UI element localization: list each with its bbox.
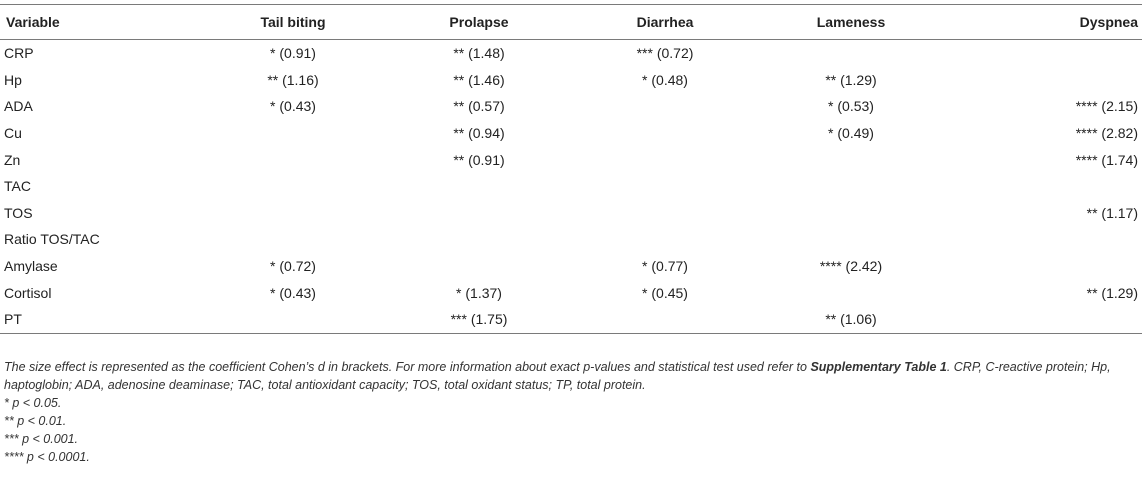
table-cell: **** (1.74) [1075,151,1138,168]
table-cell [944,67,1142,94]
row-label: TAC [4,178,31,195]
table-cell: ** (1.17) [1086,204,1138,221]
table-cell [944,173,1142,200]
table-row: Cortisol * (0.43) * (1.37) * (0.45) ** (1.29… [0,279,1142,306]
row-label: Ratio TOS/TAC [4,231,100,248]
table-cell [572,120,758,147]
row-label: ADA [4,98,33,115]
table-cell [386,200,572,227]
table-cell [572,200,758,227]
table-cell: * (0.48) [642,71,688,88]
row-label: Cortisol [4,284,52,301]
table-cell [758,200,944,227]
table-cell: ** (1.29) [825,71,877,88]
significance-note: **** p < 0.0001. [4,450,90,464]
column-header-tail-biting: Tail biting [200,4,386,40]
table-cell: * (0.72) [270,258,316,275]
column-header-prolapse: Prolapse [386,4,572,40]
table-cell [944,305,1142,334]
footnote-description: The size effect is represented as the co… [4,358,1138,394]
table-cell [758,279,944,306]
table-row: Cu ** (0.94) * (0.49) **** (2.82) [0,120,1142,147]
table-row: TAC [0,173,1142,200]
table-cell [200,173,386,200]
table-cell: **** (2.42) [819,258,883,275]
table-body: CRP * (0.91) ** (1.48) *** (0.72) Hp ** (1.16… [0,40,1142,334]
table-cell: * (0.43) [270,98,316,115]
table-cell [572,93,758,120]
table-cell: **** (2.15) [1075,98,1138,115]
row-label: Hp [4,71,22,88]
table-cell: ** (1.29) [1086,284,1138,301]
table-row: ADA * (0.43) ** (0.57) * (0.53) **** (2.15) [0,93,1142,120]
table-footnotes: The size effect is represented as the co… [4,358,1138,466]
footnote-text-before: The size effect is represented as the co… [4,360,811,374]
row-label: PT [0,305,200,334]
table-cell [200,305,386,334]
table-cell: ** (0.91) [453,151,505,168]
significance-note: * p < 0.05. [4,396,62,410]
table-cell [944,40,1142,67]
table-cell: ** (1.16) [267,71,319,88]
table-cell: * (0.45) [642,284,688,301]
table-cell [386,173,572,200]
table-cell: ** (1.46) [453,71,505,88]
table-header: Variable Tail biting Prolapse Diarrhea Lamen… [0,4,1142,40]
table-row: PT *** (1.75) ** (1.06) [0,305,1142,334]
table-cell: *** (0.72) [636,45,694,62]
table-row: Amylase * (0.72) * (0.77) **** (2.42) [0,253,1142,280]
table-row: Ratio TOS/TAC [0,226,1142,253]
column-header-variable: Variable [0,4,200,40]
row-label: TOS [4,204,33,221]
table-cell [572,173,758,200]
table-cell: ** (0.57) [453,98,505,115]
table-row: TOS ** (1.17) [0,200,1142,227]
table-cell: * (0.43) [270,284,316,301]
table-cell: ** (1.48) [453,45,505,62]
table-cell [200,226,386,253]
table-row: CRP * (0.91) ** (1.48) *** (0.72) [0,40,1142,67]
footnote-text-after: . CRP, C-reactive protein; Hp, haptoglob… [4,360,1111,392]
table-row: Hp ** (1.16) ** (1.46) * (0.48) ** (1.29) [0,67,1142,94]
table-cell [944,226,1142,253]
table-cell [572,146,758,173]
table-cell [386,253,572,280]
table-cell: **** (2.82) [1075,125,1138,142]
table-cell [200,120,386,147]
table-cell: * (0.77) [642,258,688,275]
table-cell: ** (0.94) [453,125,505,142]
table-cell: * (1.37) [456,284,502,301]
table-cell [944,253,1142,280]
table-cell: *** (1.75) [386,305,572,334]
row-label: Cu [4,125,22,142]
header-row: Variable Tail biting Prolapse Diarrhea Lamen… [0,4,1142,40]
table-cell [758,146,944,173]
table-cell [200,200,386,227]
column-header-lameness: Lameness [758,4,944,40]
table-cell [758,40,944,67]
results-table: Variable Tail biting Prolapse Diarrhea Lamen… [0,4,1142,334]
column-header-diarrhea: Diarrhea [572,4,758,40]
table-cell [758,226,944,253]
table-cell [572,226,758,253]
table-cell [758,173,944,200]
table-cell: * (0.91) [270,45,316,62]
table-cell: * (0.53) [828,98,874,115]
row-label: Amylase [4,258,58,275]
significance-legend: * p < 0.05. ** p < 0.01. *** p < 0.001. ***… [4,394,1138,466]
table-cell [572,305,758,334]
column-header-dyspnea: Dyspnea [944,4,1142,40]
table-cell: ** (1.06) [758,305,944,334]
table-row: Zn ** (0.91) **** (1.74) [0,146,1142,173]
supplementary-table-reference: Supplementary Table 1 [810,360,947,374]
table-cell [200,146,386,173]
table-cell [386,226,572,253]
table-cell: * (0.49) [828,125,874,142]
row-label: CRP [4,45,34,62]
significance-note: *** p < 0.001. [4,432,79,446]
row-label: Zn [4,151,21,168]
significance-note: ** p < 0.01. [4,414,67,428]
